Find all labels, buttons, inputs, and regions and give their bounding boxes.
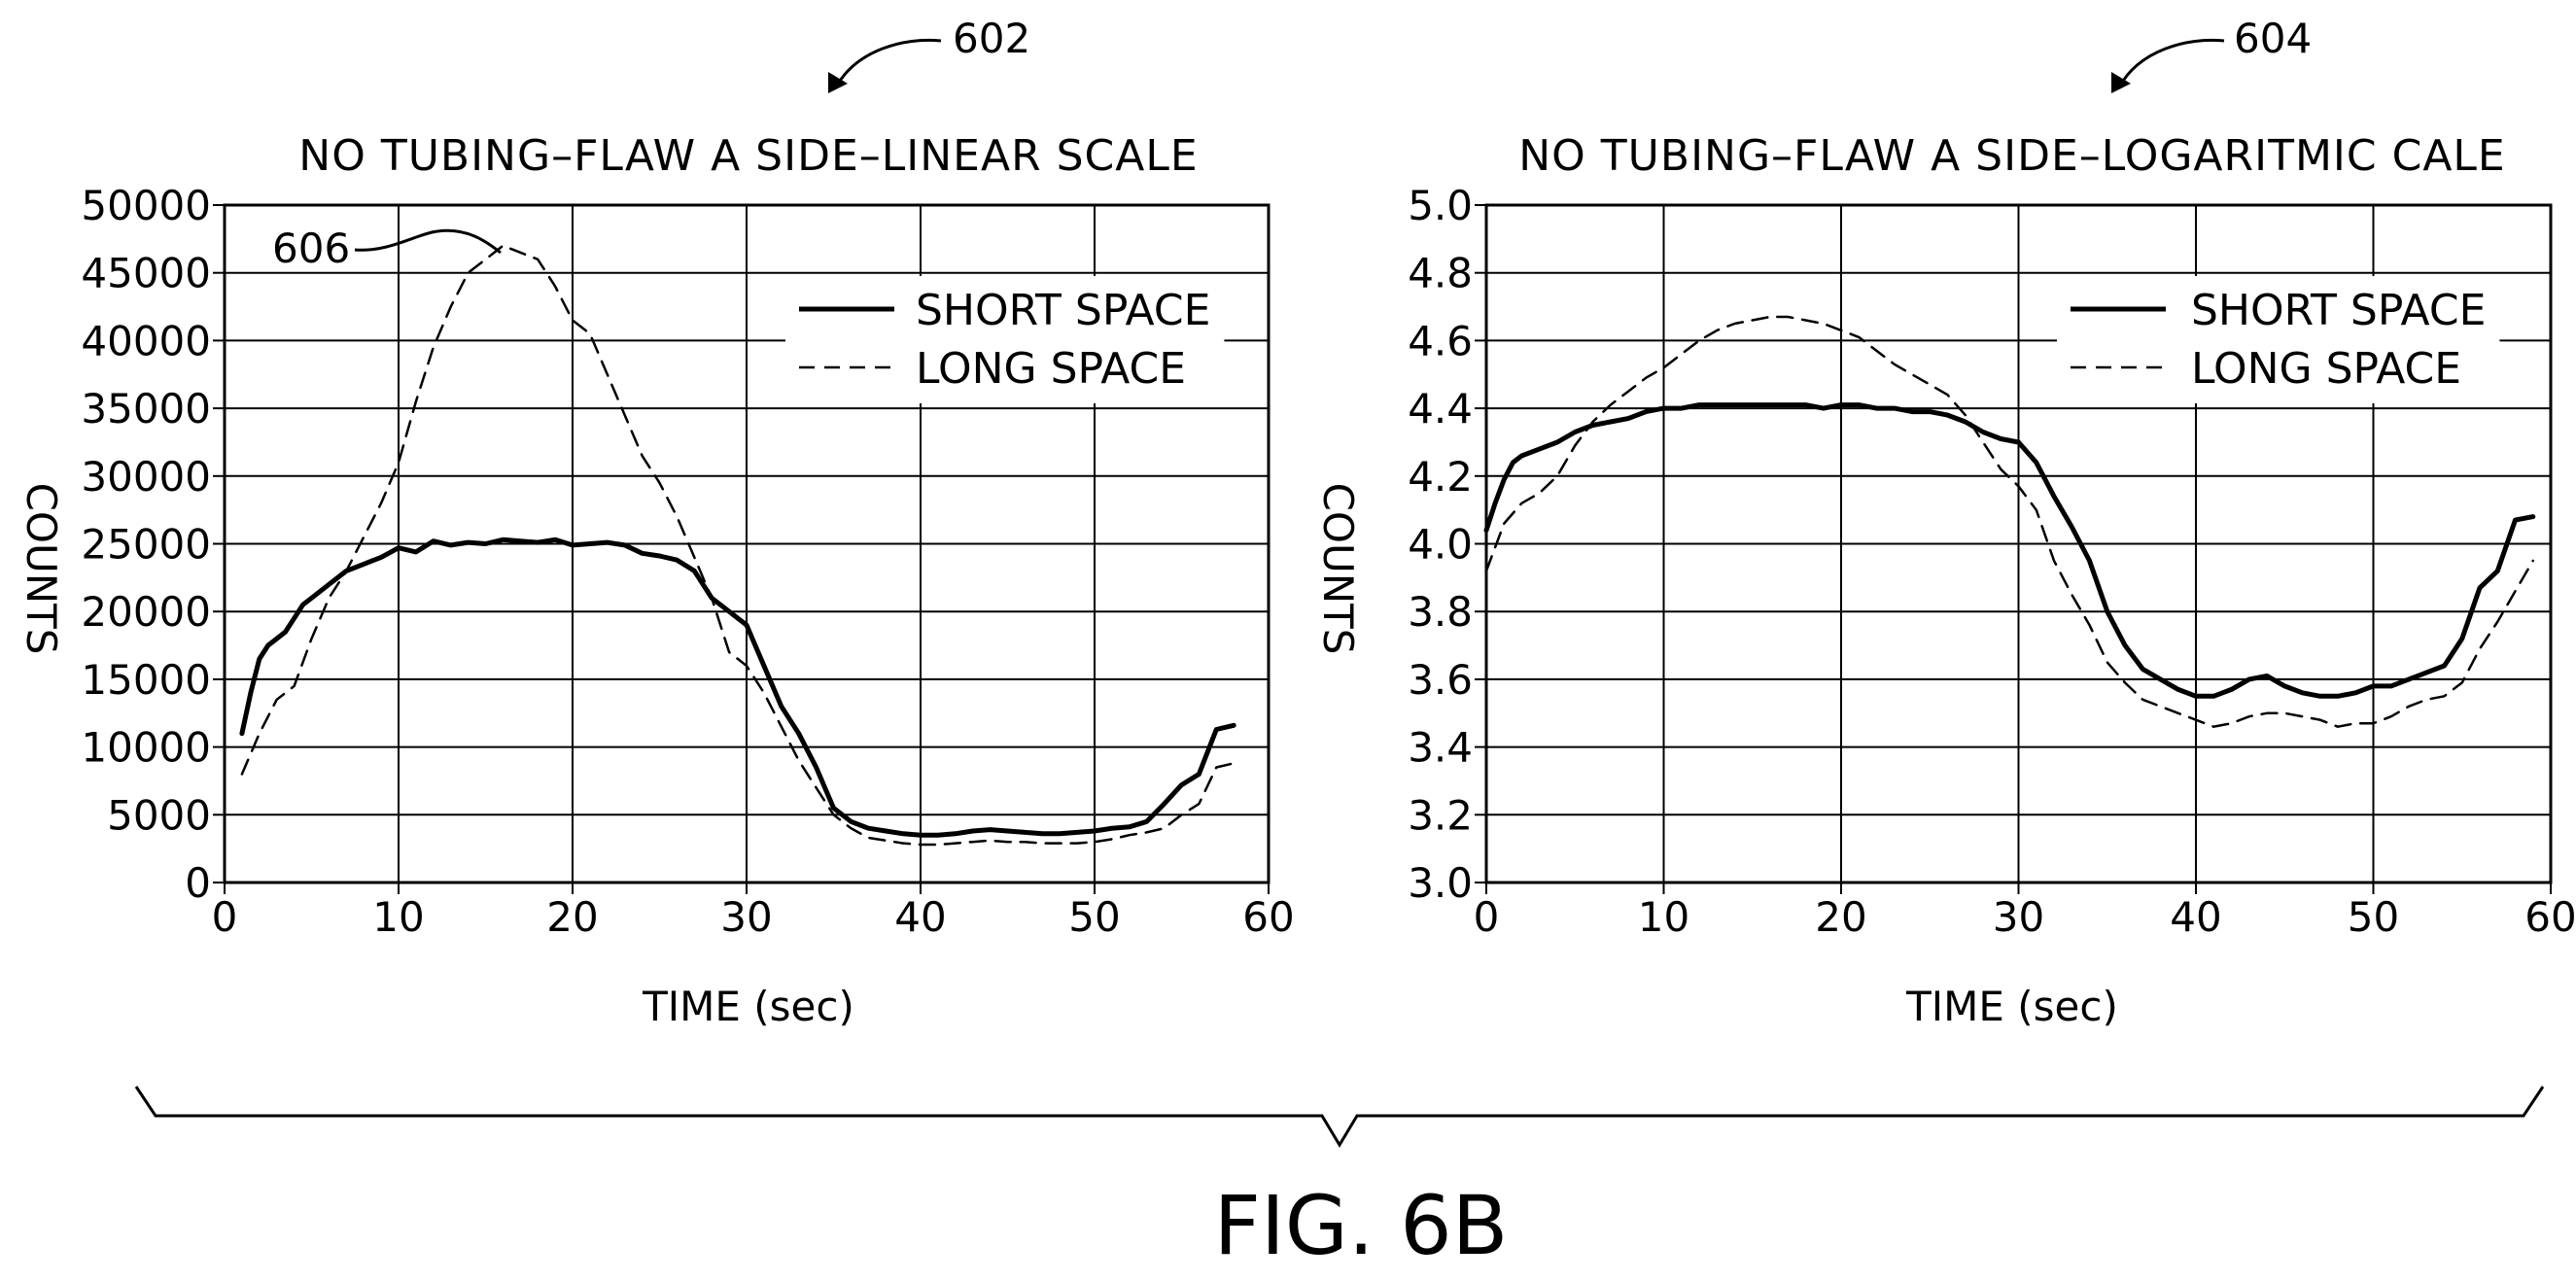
figure-label: FIG. 6B xyxy=(1214,1178,1509,1273)
legend-background xyxy=(785,276,1225,403)
callout-label: 606 xyxy=(272,225,350,272)
legend-label-long-space: LONG SPACE xyxy=(2191,344,2461,394)
y-tick-label: 50000 xyxy=(81,182,211,229)
legend: SHORT SPACE LONG SPACE xyxy=(2057,276,2500,403)
callout-leader xyxy=(354,228,502,255)
reference-arrow xyxy=(2117,38,2225,88)
series-line-short-space xyxy=(239,537,1236,838)
y-tick-label: 20000 xyxy=(81,588,211,636)
y-axis-label: COUNTS xyxy=(1314,483,1362,655)
grouping-brace xyxy=(134,1086,2545,1148)
y-tick-label: 4.2 xyxy=(1408,453,1473,501)
y-tick-label: 40000 xyxy=(81,317,211,364)
chart-title: NO TUBING–FLAW A SIDE–LOGARITMIC CALE xyxy=(1518,131,2505,181)
x-tick-label: 40 xyxy=(894,893,946,941)
y-tick-label: 5.0 xyxy=(1408,182,1473,229)
x-tick-label: 50 xyxy=(2348,893,2399,941)
y-tick-label: 3.2 xyxy=(1408,791,1473,839)
x-tick-label: 40 xyxy=(2170,893,2221,941)
x-axis-label: TIME (sec) xyxy=(1905,983,2118,1030)
chart-linear-scale: NO TUBING–FLAW A SIDE–LINEAR SCALE TIME … xyxy=(17,15,1295,1030)
x-tick-label: 60 xyxy=(1242,893,1294,941)
x-tick-label: 30 xyxy=(1993,893,2044,941)
x-tick-label: 0 xyxy=(212,893,238,941)
y-tick-label: 3.6 xyxy=(1408,656,1473,704)
reference-arrowhead xyxy=(2111,72,2131,93)
callout-606: 606 xyxy=(272,225,502,272)
x-tick-label: 50 xyxy=(1068,893,1120,941)
y-tick-label: 35000 xyxy=(81,385,211,433)
reference-arrowhead xyxy=(828,72,848,93)
y-tick-label: 0 xyxy=(185,859,211,907)
y-tick-label: 4.4 xyxy=(1408,385,1473,433)
legend-label-short-space: SHORT SPACE xyxy=(916,286,1210,335)
x-tick-label: 10 xyxy=(1638,893,1689,941)
x-tick-label: 60 xyxy=(2524,893,2576,941)
y-tick-label: 45000 xyxy=(81,250,211,297)
y-tick-label: 4.8 xyxy=(1408,250,1473,297)
reference-numeral-604: 604 xyxy=(2111,15,2312,93)
legend: SHORT SPACE LONG SPACE xyxy=(785,276,1225,403)
y-tick-label: 30000 xyxy=(81,453,211,501)
legend-label-long-space: LONG SPACE xyxy=(916,344,1186,394)
y-tick-label: 5000 xyxy=(107,791,211,839)
y-tick-label: 3.8 xyxy=(1408,588,1473,636)
reference-label: 604 xyxy=(2234,15,2312,62)
y-tick-label: 15000 xyxy=(81,656,211,704)
legend-background xyxy=(2057,276,2500,403)
series-line-short-space xyxy=(1483,402,2536,699)
y-tick-label: 25000 xyxy=(81,521,211,569)
legend-label-short-space: SHORT SPACE xyxy=(2191,286,2486,335)
y-axis-label: COUNTS xyxy=(17,483,65,655)
chart-title: NO TUBING–FLAW A SIDE–LINEAR SCALE xyxy=(298,131,1198,181)
y-tick-label: 3.0 xyxy=(1408,859,1473,907)
y-tick-label: 3.4 xyxy=(1408,724,1473,772)
reference-numeral-602: 602 xyxy=(828,15,1030,93)
series-line-long-space xyxy=(240,244,1236,847)
x-tick-label: 20 xyxy=(546,893,598,941)
reference-label: 602 xyxy=(953,15,1030,62)
reference-arrow xyxy=(834,38,942,88)
x-tick-label: 30 xyxy=(720,893,772,941)
y-tick-label: 10000 xyxy=(81,724,211,772)
y-tick-label: 4.0 xyxy=(1408,521,1473,569)
x-tick-label: 0 xyxy=(1474,893,1500,941)
x-axis-label: TIME (sec) xyxy=(642,983,854,1030)
x-tick-label: 20 xyxy=(1815,893,1866,941)
x-tick-label: 10 xyxy=(372,893,424,941)
chart-logarithmic-scale: NO TUBING–FLAW A SIDE–LOGARITMIC CALE TI… xyxy=(1314,15,2576,1030)
y-tick-label: 4.6 xyxy=(1408,317,1473,364)
